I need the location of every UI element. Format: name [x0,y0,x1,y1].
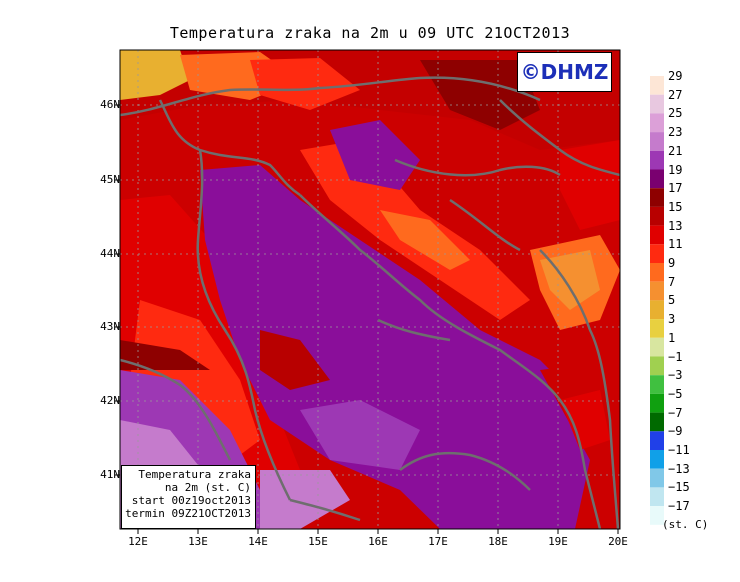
colorbar-swatch [650,150,664,170]
colorbar-swatch [650,450,664,469]
lon-label: 13E [188,535,208,548]
colorbar-label: −9 [668,424,683,439]
colorbar-swatch [650,244,664,263]
colorbar-swatch [650,412,664,432]
colorbar-label: −13 [668,461,690,476]
colorbar-label: −17 [668,499,690,514]
lon-label: 19E [548,535,568,548]
colorbar-swatch [650,263,664,282]
colorbar-label: 11 [668,237,683,252]
map-field [120,50,620,529]
lon-label: 18E [488,535,508,548]
colorbar-swatch [650,113,664,133]
lon-label: 20E [608,535,628,548]
colorbar-swatch [650,487,664,507]
lon-label: 12E [128,535,148,548]
colorbar-label: 1 [668,330,676,345]
colorbar-swatch [650,375,664,394]
info-line-4: termin 09Z21OCT2013 [125,507,251,520]
colorbar-label: 29 [668,69,683,83]
map-frame [119,49,621,530]
colorbar-label: 21 [668,143,683,158]
colorbar-swatch [650,188,664,207]
colorbar-label: 25 [668,106,683,121]
lon-label: 14E [248,535,268,548]
colorbar-label: −3 [668,368,683,383]
dhmz-logo: ©DHMZ [517,52,612,92]
colorbar-label: 9 [668,256,676,270]
lat-label: 45N [100,173,120,186]
colorbar-swatch [650,225,664,245]
lat-label: 42N [100,394,120,407]
colorbar-swatch [650,94,664,114]
colorbar-swatch [650,206,664,226]
info-line-1: Temperatura zraka [138,468,251,481]
lat-label: 46N [100,98,120,111]
colorbar [650,76,664,525]
info-line-3: start 00z19oct2013 [131,494,251,507]
colorbar-label: 17 [668,181,683,196]
colorbar-label: 3 [668,312,676,327]
colorbar-label: −7 [668,405,683,420]
colorbar-swatch [650,356,664,376]
lat-label: 44N [100,247,120,260]
colorbar-swatch [650,319,664,338]
lon-label: 15E [308,535,328,548]
colorbar-swatch [650,76,664,95]
colorbar-label: −1 [668,349,683,364]
map-title: Temperatura zraka na 2m u 09 UTC 21OCT20… [169,24,571,42]
lon-label: 17E [428,535,448,548]
colorbar-unit: (st. C) [662,518,709,531]
colorbar-swatch [650,132,664,151]
colorbar-label: 27 [668,87,683,102]
colorbar-label: 7 [668,274,676,289]
colorbar-swatch [650,393,664,413]
info-box: Temperatura zraka na 2m (st. C) start 00… [121,465,256,529]
info-line-2: na 2m (st. C) [164,481,251,494]
colorbar-label: 15 [668,199,683,214]
colorbar-label: −15 [668,480,690,495]
colorbar-label: 5 [668,293,676,308]
colorbar-label: −11 [668,443,690,457]
lat-label: 41N [100,468,120,481]
colorbar-swatch [650,506,664,525]
colorbar-label: −5 [668,386,683,401]
colorbar-swatch [650,281,664,301]
colorbar-label: 19 [668,162,683,177]
colorbar-label: 23 [668,125,683,140]
lon-label: 16E [368,535,388,548]
lat-label: 43N [100,320,120,333]
colorbar-swatch [650,337,664,357]
colorbar-swatch [650,169,664,189]
colorbar-label: 13 [668,218,683,233]
colorbar-swatch [650,431,664,450]
colorbar-swatch [650,468,664,488]
colorbar-swatch [650,300,664,320]
